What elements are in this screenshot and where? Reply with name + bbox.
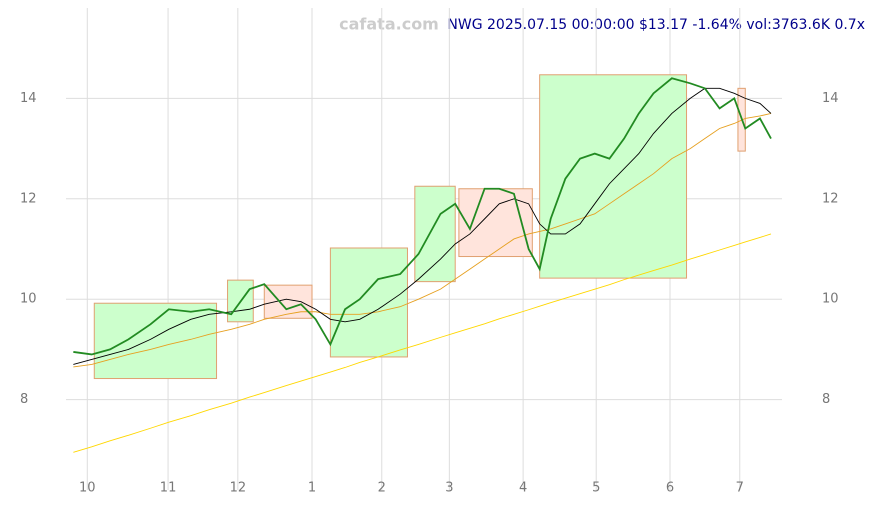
x-tick-label: 3 xyxy=(445,481,453,496)
price-line xyxy=(73,233,772,453)
x-tick-label: 12 xyxy=(230,481,247,496)
y-tick-label: 8 xyxy=(20,392,28,407)
y-tick-label: 14 xyxy=(822,91,839,106)
x-tick-label: 6 xyxy=(666,481,674,496)
price-line xyxy=(73,112,772,368)
y-tick-label: 10 xyxy=(20,292,37,307)
x-tick-label: 7 xyxy=(736,481,744,496)
x-tick-label: 2 xyxy=(378,481,386,496)
x-tick-label: 5 xyxy=(592,481,600,496)
chart-title: NWG 2025.07.15 00:00:00 $13.17 -1.64% vo… xyxy=(447,17,865,33)
price-line xyxy=(73,87,772,365)
x-tick-label: 10 xyxy=(79,481,96,496)
range-box xyxy=(263,284,313,319)
range-box xyxy=(93,302,218,380)
y-tick-label: 10 xyxy=(822,292,839,307)
y-tick-label: 12 xyxy=(822,191,839,206)
range-box xyxy=(539,74,688,279)
range-box xyxy=(414,185,456,283)
y-tick-label: 8 xyxy=(822,392,830,407)
price-line xyxy=(73,77,772,356)
y-tick-label: 12 xyxy=(20,191,37,206)
watermark: cafata.com xyxy=(339,15,439,34)
range-box xyxy=(458,188,533,258)
y-tick-label: 14 xyxy=(20,91,37,106)
x-tick-label: 11 xyxy=(160,481,177,496)
x-tick-label: 4 xyxy=(519,481,527,496)
range-box xyxy=(329,247,408,358)
x-tick-label: 1 xyxy=(308,481,316,496)
